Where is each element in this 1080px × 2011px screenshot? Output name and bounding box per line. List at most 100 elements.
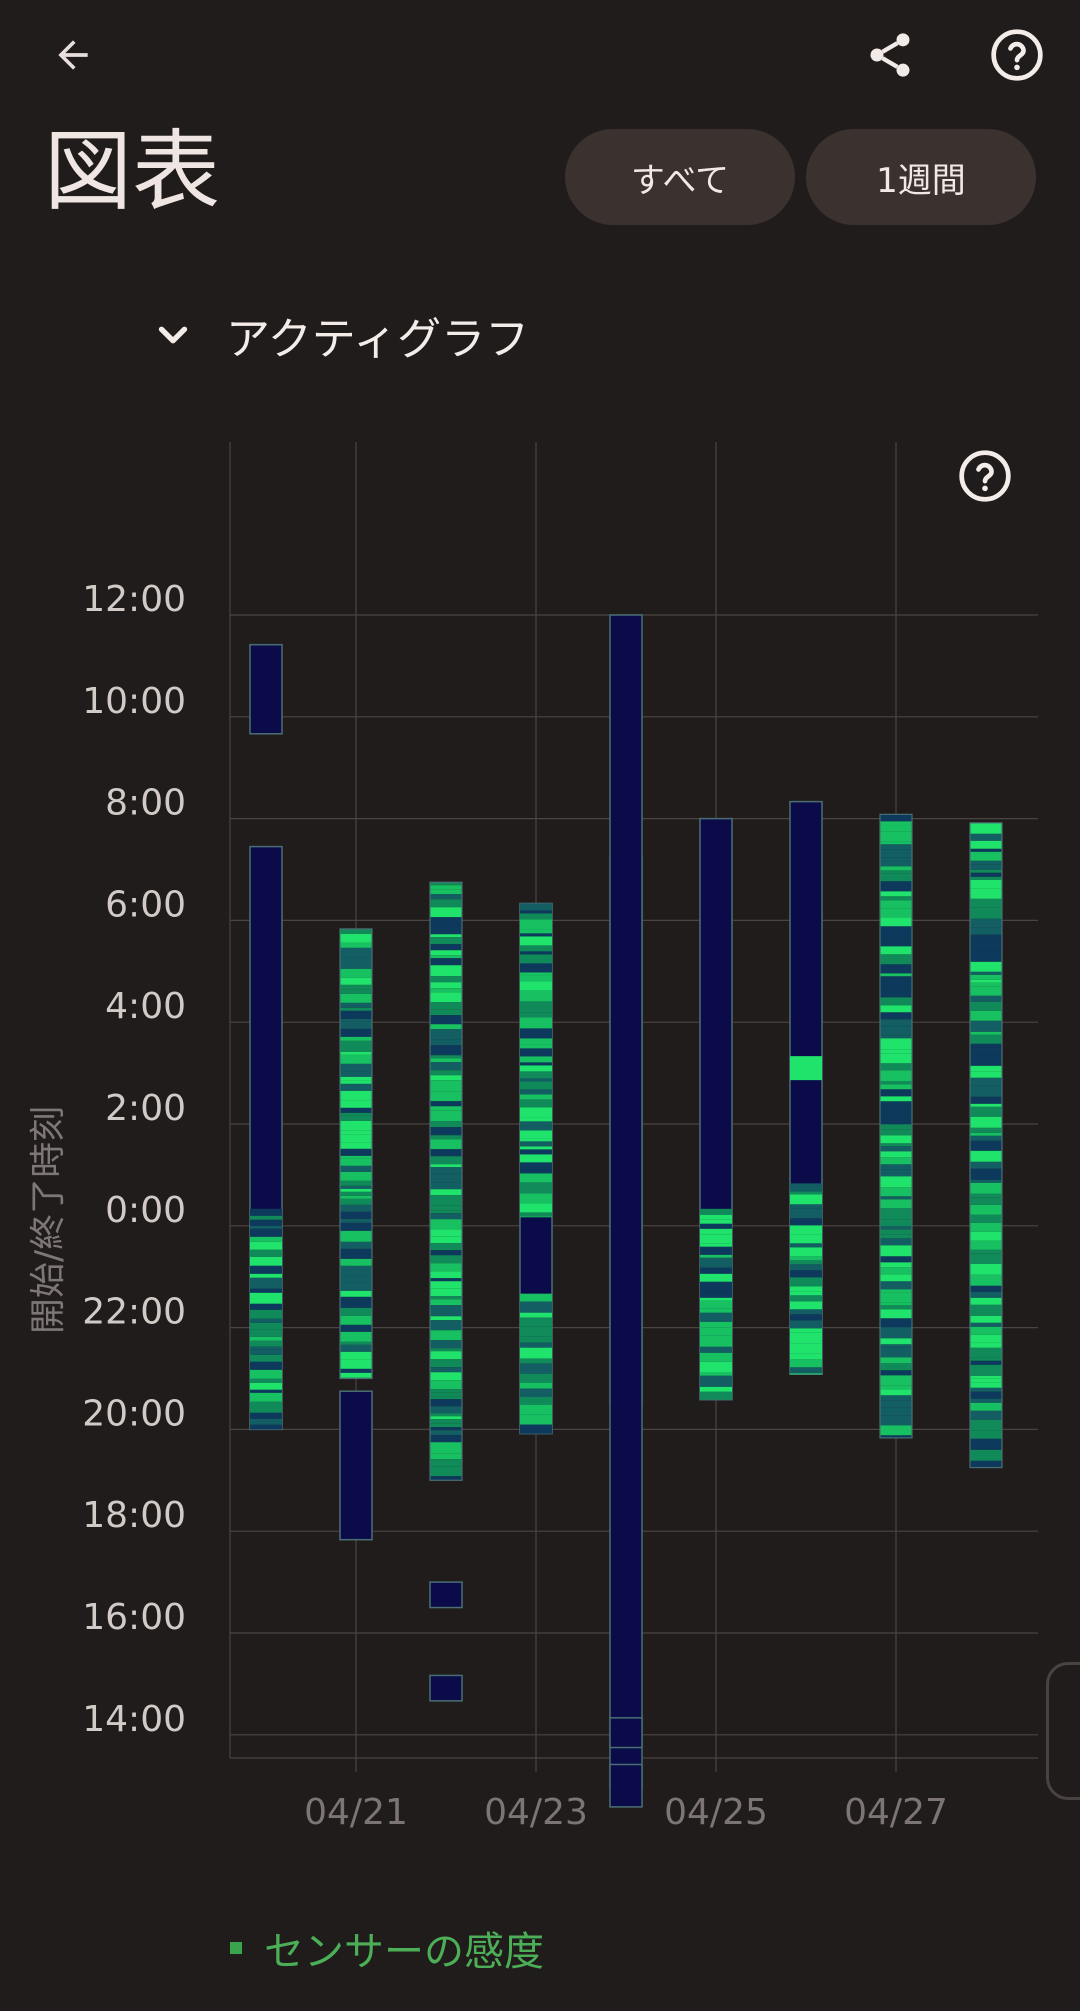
activity-stripe bbox=[970, 1132, 1002, 1136]
activity-stripe bbox=[880, 997, 912, 1006]
activity-stripe bbox=[430, 1419, 462, 1424]
activity-stripe bbox=[970, 1054, 1002, 1066]
activity-stripe bbox=[340, 1148, 372, 1156]
activity-stripe bbox=[250, 1424, 282, 1430]
activity-stripe bbox=[250, 1349, 282, 1355]
activity-stripe bbox=[880, 1096, 912, 1102]
activity-stripe bbox=[970, 1099, 1002, 1104]
activity-stripe bbox=[970, 1135, 1002, 1141]
activity-stripe bbox=[340, 933, 372, 943]
activity-stripe bbox=[340, 1248, 372, 1259]
activity-stripe bbox=[880, 814, 912, 822]
activity-stripe bbox=[340, 1080, 372, 1084]
activity-stripe bbox=[340, 1218, 372, 1223]
activity-stripe bbox=[970, 1357, 1002, 1361]
legend-swatch bbox=[230, 1942, 242, 1954]
activity-stripe bbox=[700, 1214, 732, 1220]
activity-stripe bbox=[250, 1322, 282, 1330]
activity-stripe bbox=[520, 1424, 552, 1434]
activity-stripe bbox=[880, 1425, 912, 1436]
activity-stripe bbox=[880, 1196, 912, 1200]
activity-stripe bbox=[430, 1330, 462, 1341]
activity-stripe bbox=[970, 1402, 1002, 1411]
activity-stripe bbox=[250, 1277, 282, 1289]
y-tick-label: 22:00 bbox=[82, 1292, 186, 1333]
activity-stripe bbox=[430, 1243, 462, 1251]
activity-stripe bbox=[970, 1387, 1002, 1392]
activity-stripe bbox=[880, 1129, 912, 1136]
activity-stripe bbox=[250, 1401, 282, 1413]
activity-stripe bbox=[430, 1058, 462, 1063]
activity-stripe bbox=[970, 1214, 1002, 1223]
activity-stripe bbox=[970, 1334, 1002, 1343]
activity-stripe bbox=[520, 1146, 552, 1150]
activity-stripe bbox=[970, 1364, 1002, 1376]
activity-stripe bbox=[970, 1460, 1002, 1468]
activity-stripe bbox=[430, 1210, 462, 1214]
activity-stripe bbox=[970, 872, 1002, 877]
activity-stripe bbox=[880, 1124, 912, 1130]
activity-stripe bbox=[880, 1274, 912, 1282]
activity-stripe bbox=[340, 1155, 372, 1159]
activity-stripe bbox=[340, 968, 372, 978]
activity-stripe bbox=[520, 903, 552, 911]
activity-stripe bbox=[880, 908, 912, 918]
activity-stripe bbox=[520, 1382, 552, 1389]
activity-stripe bbox=[970, 982, 1002, 987]
activity-stripe bbox=[520, 1001, 552, 1013]
activity-stripe bbox=[430, 1062, 462, 1071]
range-week-button[interactable]: 1週間 bbox=[806, 129, 1036, 225]
chart-help-button[interactable] bbox=[955, 446, 1015, 506]
share-button[interactable] bbox=[860, 25, 920, 85]
activity-stripe bbox=[430, 1380, 462, 1390]
activity-stripe bbox=[520, 954, 552, 964]
activity-stripe bbox=[970, 1253, 1002, 1264]
sleep-block bbox=[609, 1717, 643, 1749]
range-all-button[interactable]: すべて bbox=[565, 129, 795, 225]
activity-stripe bbox=[430, 1288, 462, 1297]
activity-stripe bbox=[970, 1430, 1002, 1439]
activity-stripe bbox=[970, 860, 1002, 865]
activity-stripe bbox=[430, 1392, 462, 1397]
activity-stripe bbox=[790, 1367, 822, 1374]
activity-stripe bbox=[700, 1297, 732, 1301]
share-icon bbox=[870, 33, 910, 77]
activity-stripe bbox=[880, 1281, 912, 1290]
activity-stripe bbox=[430, 1139, 462, 1150]
activity-stripe bbox=[970, 1182, 1002, 1194]
activity-stripe bbox=[340, 1054, 372, 1064]
actigraph-section-toggle[interactable]: アクティグラフ bbox=[150, 300, 529, 370]
activity-stripe bbox=[520, 1358, 552, 1364]
activity-stripe bbox=[880, 1395, 912, 1401]
activity-stripe bbox=[520, 1170, 552, 1174]
activity-stripe bbox=[340, 1134, 372, 1143]
activity-stripe bbox=[790, 1234, 822, 1244]
help-button[interactable] bbox=[987, 25, 1047, 85]
activity-stripe bbox=[880, 1245, 912, 1257]
activity-stripe bbox=[430, 1121, 462, 1128]
activity-stripe bbox=[700, 1300, 732, 1309]
activity-stripe bbox=[970, 986, 1002, 996]
sleep-block bbox=[339, 1390, 373, 1541]
activity-stripe bbox=[520, 1312, 552, 1318]
activity-stripe bbox=[700, 1257, 732, 1268]
edge-panel-handle[interactable] bbox=[1046, 1662, 1080, 1800]
activity-stripe bbox=[880, 1110, 912, 1116]
back-button[interactable] bbox=[43, 25, 103, 85]
activity-stripe bbox=[340, 1351, 372, 1360]
activity-stripe bbox=[250, 1382, 282, 1390]
activity-stripe bbox=[520, 1089, 552, 1095]
activity-stripe bbox=[340, 1028, 372, 1037]
chevron-down-icon bbox=[158, 326, 188, 344]
x-tick-label: 04/25 bbox=[664, 1792, 768, 1833]
activity-stripe bbox=[430, 1106, 462, 1111]
activity-stripe bbox=[970, 1240, 1002, 1250]
activity-stripe bbox=[880, 1292, 912, 1303]
activity-stripe bbox=[700, 1219, 732, 1224]
activity-stripe bbox=[340, 1204, 372, 1212]
activity-stripe bbox=[520, 1414, 552, 1425]
activity-stripe bbox=[880, 1101, 912, 1111]
activity-stripe bbox=[340, 1307, 372, 1316]
activity-stripe bbox=[700, 1335, 732, 1347]
activity-stripe bbox=[700, 1223, 732, 1229]
